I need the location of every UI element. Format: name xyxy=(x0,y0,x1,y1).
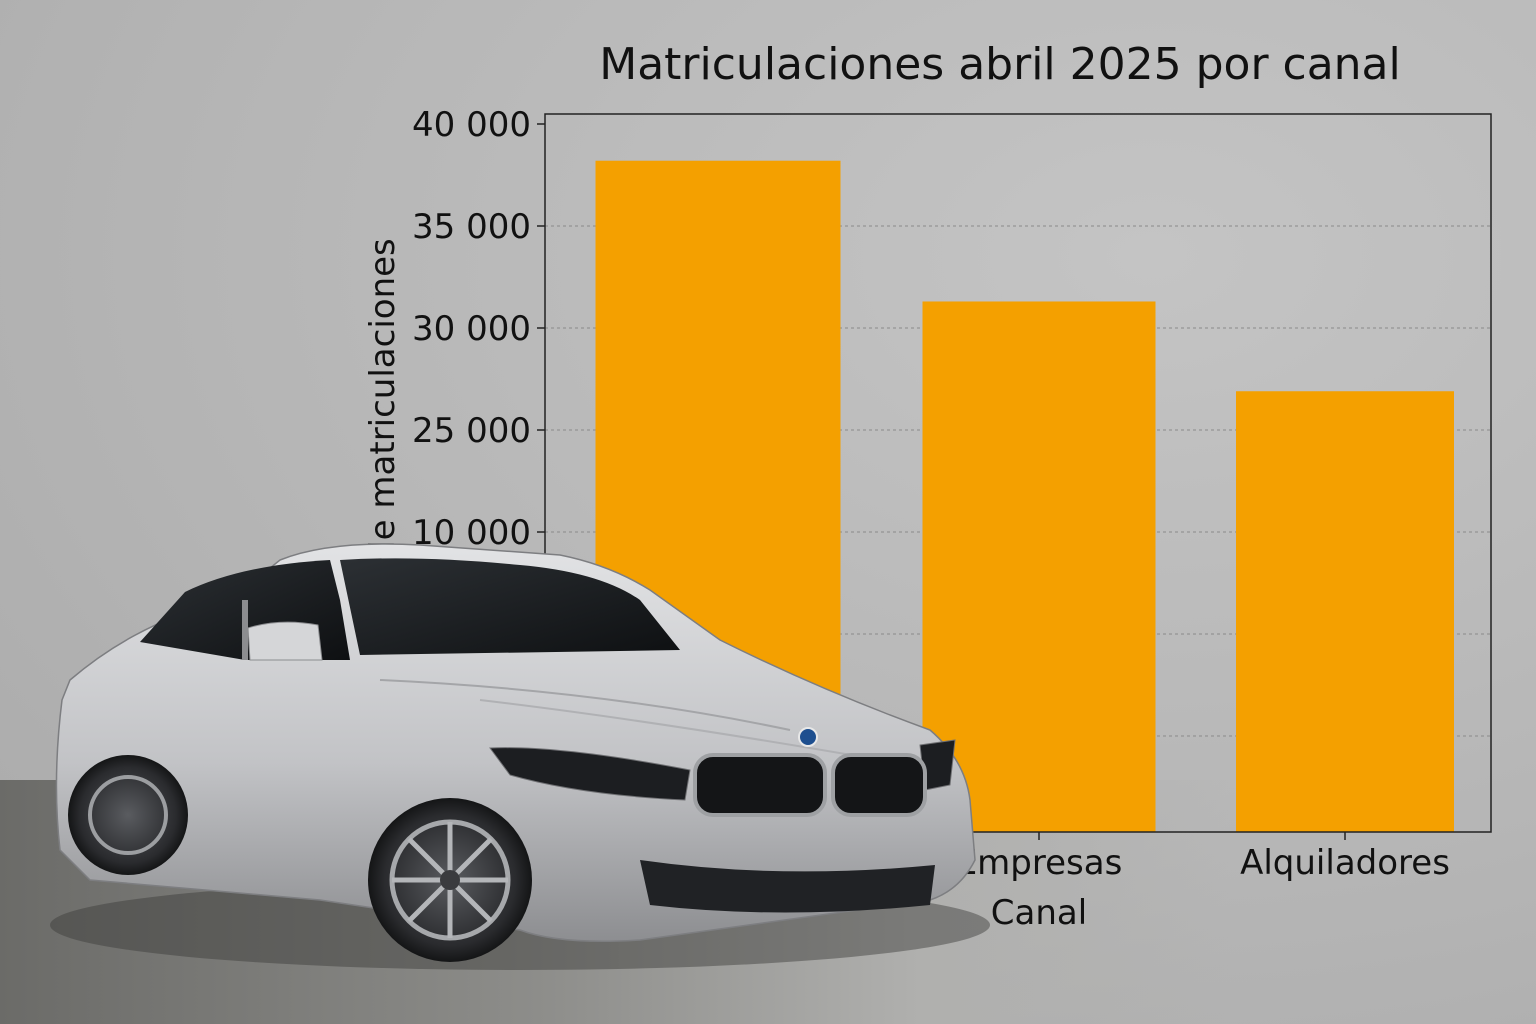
chart-title: Matriculaciones abril 2025 por canal xyxy=(599,39,1401,90)
y-tick-label: 25 000 xyxy=(412,411,531,451)
y-tick-label: 40 000 xyxy=(412,105,531,145)
plot-frame xyxy=(544,113,1492,833)
x-axis-label: Canal xyxy=(991,893,1087,933)
y-tick-label: 35 000 xyxy=(412,207,531,247)
x-tick-label: Empresas xyxy=(956,843,1123,883)
car-illustration-icon xyxy=(50,543,990,970)
y-tick-label: 30 000 xyxy=(412,309,531,349)
bar-alquiladores xyxy=(1236,391,1454,832)
bar-empresas xyxy=(922,301,1156,832)
x-tick-label: Alquiladores xyxy=(1240,843,1450,883)
